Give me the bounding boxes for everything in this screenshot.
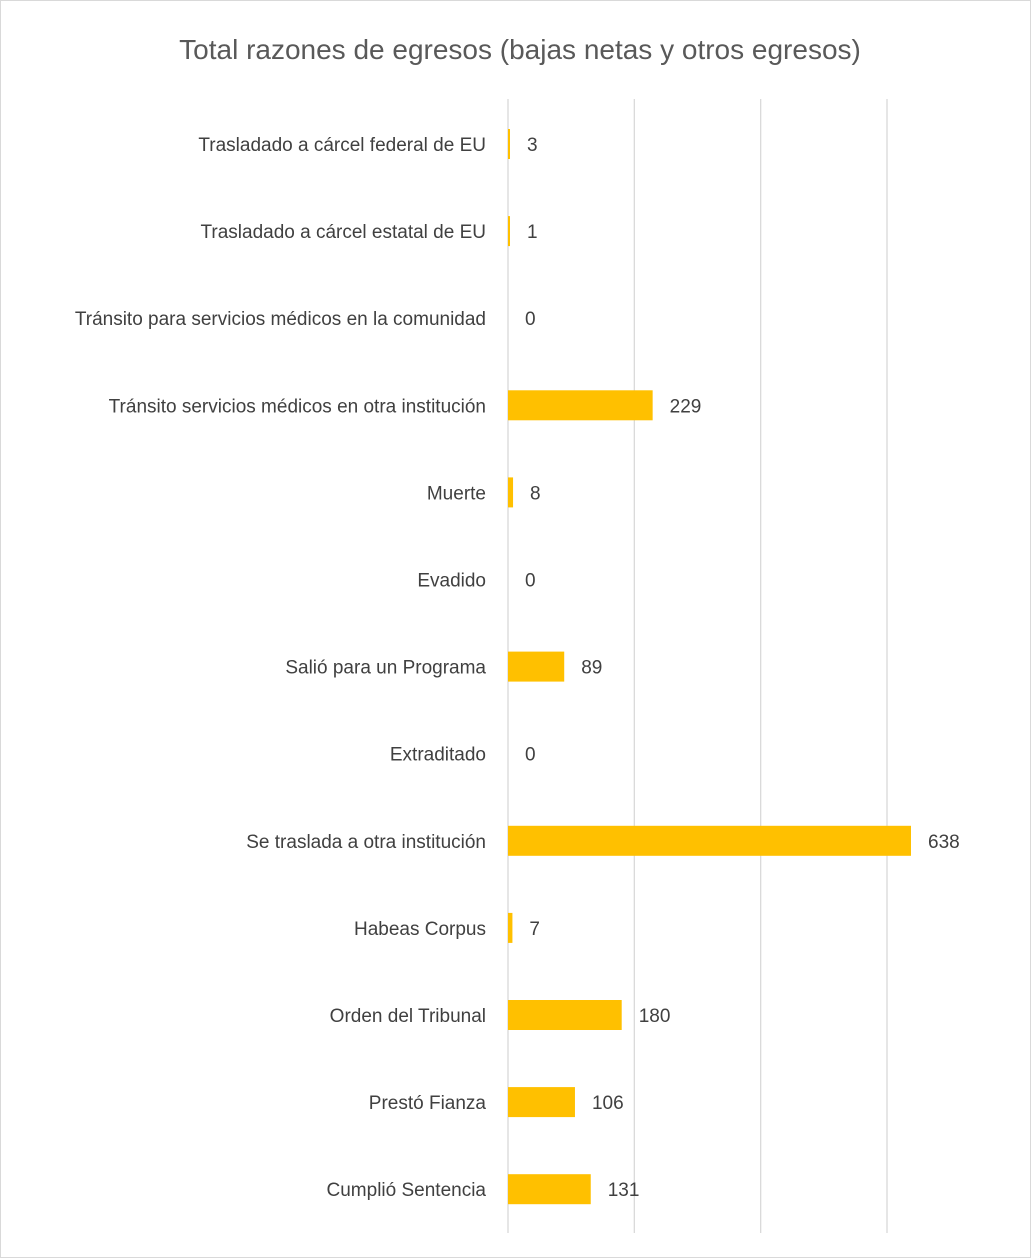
gridlines xyxy=(507,99,888,1233)
category-label-11: Orden del Tribunal xyxy=(330,1006,486,1027)
value-label-3: 0 xyxy=(525,309,536,330)
bar-9 xyxy=(508,825,911,856)
value-labels: 3 1 0 229 8 0 89 0 638 7 180 106 131 xyxy=(525,135,960,1201)
bar-7 xyxy=(508,651,565,682)
bar-5 xyxy=(508,477,514,508)
category-label-8: Extraditado xyxy=(390,745,486,766)
value-label-10: 7 xyxy=(529,919,540,940)
category-label-10: Habeas Corpus xyxy=(354,919,486,940)
category-label-3: Tránsito para servicios médicos en la co… xyxy=(75,309,486,330)
category-label-2: Trasladado a cárcel estatal de EU xyxy=(200,222,486,243)
value-label-4: 229 xyxy=(670,396,702,417)
category-labels: Trasladado a cárcel federal de EU Traslad… xyxy=(75,135,487,1201)
value-label-11: 180 xyxy=(639,1006,671,1027)
value-label-7: 89 xyxy=(581,658,602,679)
value-label-5: 8 xyxy=(530,483,541,504)
bars xyxy=(508,129,911,1205)
category-label-1: Trasladado a cárcel federal de EU xyxy=(198,135,486,156)
bar-10 xyxy=(508,912,513,943)
value-label-12: 106 xyxy=(592,1093,624,1114)
bar-11 xyxy=(508,1000,622,1030)
category-label-4: Tránsito servicios médicos en otra insti… xyxy=(109,396,486,417)
category-label-13: Cumplió Sentencia xyxy=(327,1180,487,1201)
bar-13 xyxy=(508,1174,591,1205)
category-label-7: Salió para un Programa xyxy=(285,658,486,679)
value-label-13: 131 xyxy=(608,1180,640,1201)
category-label-5: Muerte xyxy=(427,483,486,504)
category-label-6: Evadido xyxy=(417,571,486,592)
bar-12 xyxy=(508,1087,575,1118)
value-label-9: 638 xyxy=(928,832,960,853)
bar-2 xyxy=(508,216,510,247)
category-label-12: Prestó Fianza xyxy=(369,1093,487,1114)
chart-title: Total razones de egresos (bajas netas y … xyxy=(179,34,861,65)
value-label-1: 3 xyxy=(527,135,538,156)
value-label-2: 1 xyxy=(527,222,538,243)
value-label-6: 0 xyxy=(525,571,536,592)
bar-1 xyxy=(508,129,510,159)
bar-4 xyxy=(508,390,653,421)
category-label-9: Se traslada a otra institución xyxy=(246,832,486,853)
value-label-8: 0 xyxy=(525,745,536,766)
